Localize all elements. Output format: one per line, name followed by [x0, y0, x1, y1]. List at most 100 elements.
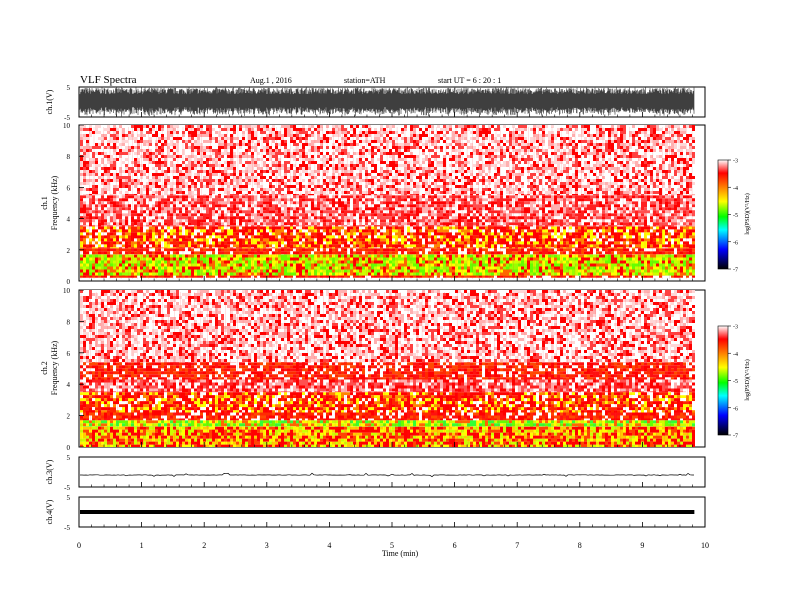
spectrogram-band-cells — [83, 248, 692, 255]
time-tick-label: 1 — [140, 541, 144, 550]
ch1-waveform-trace — [79, 86, 695, 118]
spectrogram-band-cells — [80, 420, 689, 427]
spectrogram-band-cells — [80, 290, 695, 363]
ch1-spectrogram-yticks: 0 2 4 6 8 10 — [63, 122, 84, 286]
spectrogram-streaks — [80, 127, 693, 279]
spectrogram-band-cells — [80, 412, 695, 421]
time-tick-label: 8 — [578, 541, 582, 550]
spectrogram-band-cells — [80, 379, 695, 393]
ch4-waveform-panel: 5 -5 ch.4(V) — [45, 494, 706, 532]
header: VLF Spectra Aug.1 , 2016 station=ATH sta… — [80, 74, 501, 86]
figure-title: VLF Spectra — [80, 74, 137, 86]
spectrogram-band-cells — [86, 254, 695, 276]
spectrogram-band-cells — [80, 125, 695, 196]
spectrogram-streaks — [80, 292, 688, 445]
ch4-ytick-top: 5 — [67, 494, 71, 502]
spectrogram-band-cells — [80, 275, 683, 278]
spectrogram-band-cells — [80, 248, 695, 255]
spectrogram-band-cells — [86, 426, 695, 447]
start-time-label: start UT = 6 : 20 : 1 — [438, 76, 501, 85]
colorbar-gradient — [717, 325, 729, 436]
spectrogram-band-cells — [80, 125, 695, 196]
time-tick-label: 2 — [202, 541, 206, 550]
frequency-tick-label: 0 — [67, 444, 71, 452]
spectrogram-band-cells — [86, 248, 695, 255]
spectrogram-band-cells — [80, 290, 695, 363]
time-tick-label: 3 — [265, 541, 269, 550]
ch1-ytick-bottom: -5 — [64, 114, 70, 122]
spectrogram-band-cells — [83, 420, 695, 427]
spectrogram-band-cells — [80, 195, 695, 227]
ch2-spectrogram-panel: 0 2 4 6 8 10 ch.2 Frequency (kHz) — [40, 287, 706, 452]
ch3-waveform-panel: 5 -5 ch.3(V) — [45, 454, 706, 492]
time-axis-label: Time (min) — [382, 549, 419, 558]
spectrogram-band-cells — [80, 362, 695, 380]
ch2-spectrogram-image — [80, 290, 695, 447]
spectrogram-band-cells — [80, 379, 695, 393]
frequency-tick-label: 6 — [67, 184, 71, 192]
spectrogram-band-cells — [80, 379, 692, 393]
ch2-spectrogram-ylabel-channel: ch.2 — [40, 361, 49, 375]
frequency-tick-label: 8 — [67, 318, 71, 326]
spectrogram-band-cells — [80, 362, 695, 380]
spectrogram-band-cells — [80, 392, 695, 413]
time-tick-label: 7 — [515, 541, 519, 550]
frequency-tick-label: 10 — [63, 122, 71, 130]
ch1-waveform-ylabel: ch.1(V) — [45, 89, 54, 114]
ch2-spectrogram-ylabel: Frequency (kHz) — [50, 340, 59, 395]
spectrogram-band-cells — [80, 392, 695, 413]
time-tick-label: 6 — [453, 541, 457, 550]
spectrogram-band-cells — [80, 195, 695, 227]
colorbar-tick-label: -7 — [733, 434, 738, 440]
spectrogram-band-cells — [83, 420, 695, 427]
spectrogram-band-cells — [83, 412, 695, 421]
spectrogram-band-cells — [83, 379, 692, 393]
colorbar-tick-label: -3 — [733, 159, 738, 165]
spectrogram-band-cells — [80, 195, 695, 227]
ch3-waveform-ylabel: ch.3(V) — [45, 459, 54, 484]
spectrogram-band-cells — [80, 125, 695, 196]
spectrogram-band-cells — [80, 379, 695, 393]
colorbar-label: log(PSD)(V²/Hz) — [744, 193, 751, 234]
ch1-spectrogram-ylabel-channel: ch.1 — [40, 196, 49, 210]
ch4-ytick-bottom: -5 — [64, 524, 70, 532]
time-tick-label: 0 — [77, 541, 81, 550]
colorbar-ch1: -3 -4 -5 -6 -7 log(PSD)(V²/Hz) — [717, 159, 751, 274]
time-axis-ticks: 0 1 2 3 4 5 6 7 8 9 10 — [77, 112, 709, 550]
frequency-tick-label: 4 — [67, 216, 71, 224]
spectrogram-band-cells — [80, 412, 689, 421]
colorbar-tick-label: -5 — [733, 379, 738, 385]
ch1-spectrogram-panel: 0 2 4 6 8 10 ch.1 Frequency (kHz) — [40, 122, 706, 286]
spectrogram-band-cells — [92, 275, 689, 278]
spectrogram-band-cells — [80, 290, 695, 363]
spectrogram-band-cells — [80, 420, 695, 427]
colorbar-tick-label: -5 — [733, 213, 738, 219]
frequency-tick-label: 0 — [67, 278, 71, 286]
ch3-ytick-bottom: -5 — [64, 484, 70, 492]
frequency-tick-label: 8 — [67, 153, 71, 161]
spectrogram-band-cells — [80, 392, 695, 413]
colorbar-tick-label: -7 — [733, 268, 738, 274]
ch1-spectrogram-image — [80, 125, 695, 279]
ch3-waveform-trace — [80, 472, 694, 478]
spectrogram-band-cells — [80, 426, 695, 447]
spectrogram-band-cells — [80, 226, 695, 249]
spectrogram-band-cells — [86, 392, 695, 413]
ch1-ytick-top: 5 — [67, 84, 71, 92]
time-tick-label: 4 — [327, 541, 331, 550]
spectrogram-band-cells — [98, 248, 689, 255]
spectrogram-band-cells — [107, 275, 692, 278]
ch1-spectrogram-ylabel: Frequency (kHz) — [50, 175, 59, 230]
spectrogram-band-cells — [83, 420, 692, 427]
spectrogram-band-cells — [80, 226, 695, 249]
spectrogram-band-cells — [80, 254, 695, 276]
spectrogram-band-cells — [80, 248, 677, 255]
colorbar-tick-label: -4 — [733, 352, 738, 358]
time-tick-label: 9 — [640, 541, 644, 550]
frequency-tick-label: 6 — [67, 350, 71, 358]
spectrogram-band-cells — [80, 226, 695, 249]
colorbar-tick-label: -4 — [733, 186, 738, 192]
spectrogram-band-cells — [80, 254, 695, 276]
spectrogram-band-cells — [80, 426, 686, 447]
